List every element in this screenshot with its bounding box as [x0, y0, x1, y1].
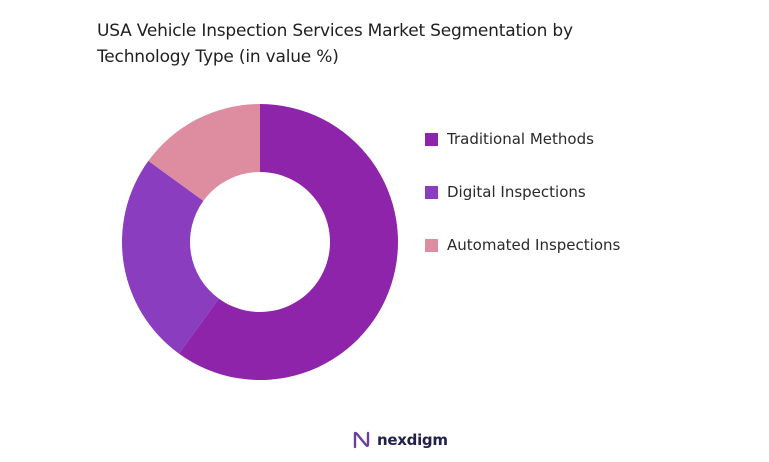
- chart-title-line-1: USA Vehicle Inspection Services Market S…: [97, 21, 573, 41]
- nexdigm-logo-icon: [353, 431, 370, 449]
- legend-item-traditional-methods: Traditional Methods: [425, 126, 620, 152]
- legend-swatch-traditional-methods: [425, 132, 438, 146]
- brand-name: nexdigm: [377, 431, 448, 449]
- slice-automated-inspections: [148, 104, 260, 201]
- chart-title-line-2: Technology Type (in value %): [97, 47, 339, 67]
- legend-swatch-digital-inspections: [425, 185, 438, 199]
- legend-label-traditional-methods: Traditional Methods: [447, 130, 594, 148]
- slice-traditional-methods: [178, 104, 398, 381]
- donut-chart: [121, 104, 398, 381]
- legend-label-digital-inspections: Digital Inspections: [447, 183, 586, 201]
- legend-item-automated-inspections: Automated Inspections: [425, 232, 620, 258]
- legend-label-automated-inspections: Automated Inspections: [447, 236, 621, 254]
- legend-swatch-automated-inspections: [425, 238, 438, 252]
- chart-title: USA Vehicle Inspection Services Market S…: [97, 18, 697, 70]
- slice-digital-inspections: [121, 160, 219, 354]
- brand-logo: nexdigm: [352, 430, 448, 450]
- legend-item-digital-inspections: Digital Inspections: [425, 179, 620, 205]
- chart-legend: Traditional Methods Digital Inspections …: [425, 126, 620, 285]
